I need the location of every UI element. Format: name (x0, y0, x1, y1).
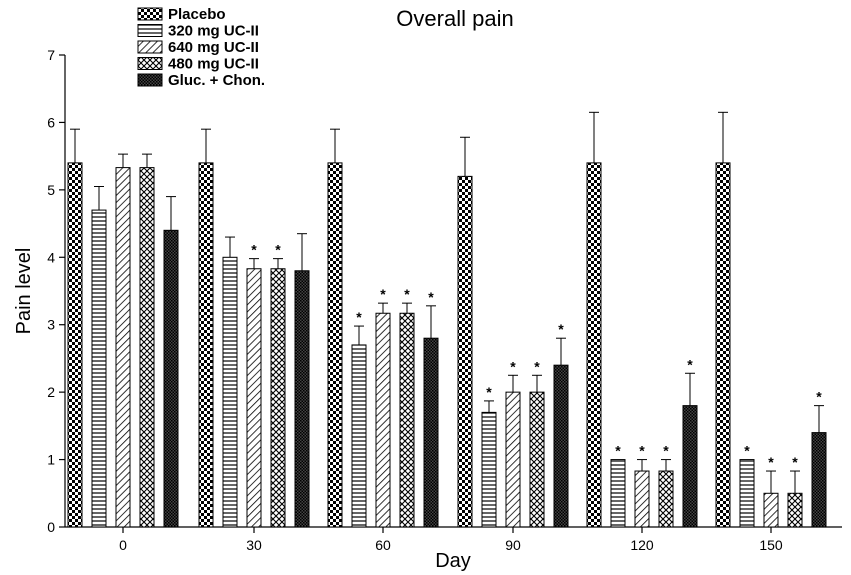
bar (634, 470, 650, 528)
significance-marker: * (768, 454, 774, 470)
y-tick-label: 0 (47, 519, 55, 535)
bar (505, 391, 521, 528)
y-tick-label: 3 (47, 317, 55, 333)
x-tick-label: 150 (759, 537, 783, 553)
significance-marker: * (486, 384, 492, 400)
bar (351, 344, 367, 528)
bar (787, 492, 803, 528)
significance-marker: * (356, 309, 362, 325)
bar (457, 175, 473, 528)
legend-swatch (137, 73, 163, 87)
legend-label: 320 mg UC-II (168, 23, 259, 40)
bar (529, 391, 545, 528)
x-ticks: 0 30 60 90 120 150 (119, 527, 783, 553)
bar (586, 162, 602, 528)
significance-marker: * (663, 443, 669, 459)
bar (294, 270, 310, 528)
bar (715, 162, 731, 528)
x-axis-title: Day (435, 550, 471, 572)
x-tick-label: 90 (505, 537, 521, 553)
bar (423, 337, 439, 528)
significance-marker: * (510, 358, 516, 374)
bar (270, 268, 286, 528)
significance-marker: * (534, 358, 540, 374)
legend-swatch (137, 24, 163, 37)
y-tick-label: 6 (47, 114, 55, 130)
x-tick-label: 30 (246, 537, 262, 553)
legend-label: Placebo (168, 6, 226, 23)
legend-swatch (137, 57, 163, 70)
y-tick-label: 5 (47, 182, 55, 198)
legend-swatch (137, 7, 163, 21)
chart-title: Overall pain (396, 6, 513, 31)
significance-marker: * (816, 389, 822, 405)
y-tick-label: 1 (47, 452, 55, 468)
bar (163, 229, 179, 528)
bar (610, 459, 626, 528)
bar (763, 492, 779, 528)
y-tick-label: 4 (47, 249, 55, 265)
bar (739, 459, 755, 528)
legend-label: 480 mg UC-II (168, 56, 259, 73)
bar (222, 256, 238, 528)
y-tick-label: 2 (47, 384, 55, 400)
x-tick-label: 60 (375, 537, 391, 553)
significance-marker: * (428, 289, 434, 305)
bar (658, 470, 674, 528)
significance-marker: * (404, 286, 410, 302)
significance-marker: * (380, 286, 386, 302)
bar (139, 167, 155, 528)
bar (553, 364, 569, 528)
bar (811, 432, 827, 528)
legend-label: 640 mg UC-II (168, 39, 259, 56)
bar (246, 268, 262, 528)
legend-swatch (137, 40, 163, 54)
bars: * * * * * * * * * * * * * * * * * * (67, 111, 827, 528)
significance-marker: * (639, 443, 645, 459)
bar (115, 167, 131, 528)
bar (67, 162, 83, 528)
y-ticks: 0 1 2 3 4 5 6 7 (47, 47, 65, 535)
x-tick-label: 120 (630, 537, 654, 553)
significance-marker: * (744, 443, 750, 459)
legend-label: Gluc. + Chon. (168, 72, 265, 89)
bar (399, 312, 415, 528)
significance-marker: * (615, 443, 621, 459)
x-tick-label: 0 (119, 537, 127, 553)
significance-marker: * (275, 242, 281, 258)
significance-marker: * (558, 321, 564, 337)
bar (375, 312, 391, 528)
significance-marker: * (251, 242, 257, 258)
significance-marker: * (792, 454, 798, 470)
bar (481, 411, 497, 528)
bar (327, 162, 343, 528)
significance-marker: * (687, 356, 693, 372)
y-tick-label: 7 (47, 47, 55, 63)
y-axis-title: Pain level (13, 248, 35, 335)
bar (91, 209, 107, 528)
bar (198, 162, 214, 528)
bar (682, 405, 698, 528)
